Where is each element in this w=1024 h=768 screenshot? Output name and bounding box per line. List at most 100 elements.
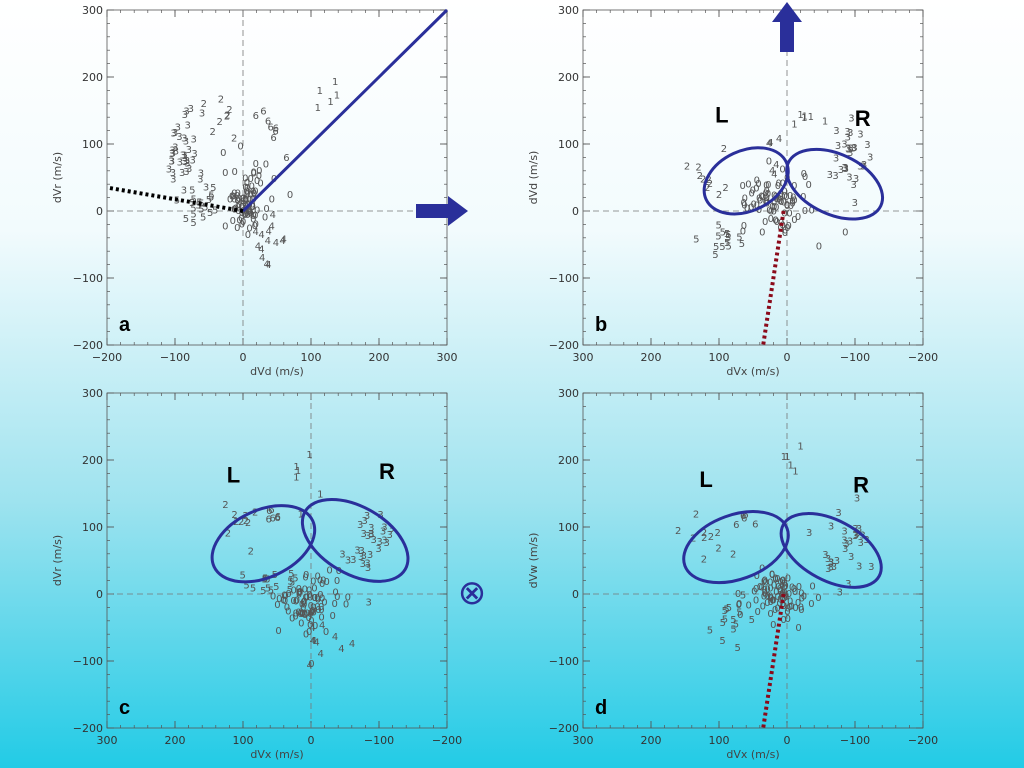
data-point: 0 [249, 182, 255, 193]
data-point: 0 [795, 598, 801, 609]
data-point: 2 [701, 533, 707, 544]
data-point: 1 [298, 509, 304, 520]
data-point: 5 [212, 206, 218, 217]
data-point: 0 [764, 196, 770, 207]
data-point: 0 [763, 197, 769, 208]
x-tick-label: 100 [709, 734, 730, 747]
data-point: 3 [186, 145, 192, 156]
data-point: 3 [381, 523, 387, 534]
data-point: 5 [190, 209, 196, 220]
data-point: 5 [722, 615, 728, 626]
data-point: 3 [199, 109, 205, 120]
data-point: 0 [770, 596, 776, 607]
data-point: 0 [303, 630, 309, 641]
data-point: 1 [802, 111, 808, 122]
data-point: 5 [289, 577, 295, 588]
data-point: 0 [289, 613, 295, 624]
data-point: 0 [765, 180, 771, 191]
data-point: 3 [182, 156, 188, 167]
data-point: 0 [244, 189, 250, 200]
data-point: 0 [761, 588, 767, 599]
data-point: 0 [308, 601, 314, 612]
y-tick-label: −200 [73, 722, 103, 735]
data-point: 5 [719, 242, 725, 253]
data-point: 1 [327, 97, 333, 108]
data-point: 0 [230, 191, 236, 202]
data-point: 5 [720, 618, 726, 629]
right-arrow-icon [416, 196, 468, 226]
data-point: 0 [762, 189, 768, 200]
data-point: 5 [243, 580, 249, 591]
ellipse-L [682, 510, 790, 585]
data-point: 3 [852, 198, 858, 209]
data-point: 0 [290, 596, 296, 607]
data-point: 3 [182, 157, 188, 168]
data-point: 3 [361, 551, 367, 562]
data-point: 3 [845, 144, 851, 155]
data-point: 3 [847, 537, 853, 548]
data-point: 0 [740, 226, 746, 237]
data-point: 0 [309, 606, 315, 617]
data-point: 0 [775, 181, 781, 192]
data-point: 1 [822, 116, 828, 127]
data-point: 3 [361, 529, 367, 540]
data-point: 0 [769, 570, 775, 581]
data-point: 0 [305, 613, 311, 624]
data-point: 0 [236, 200, 242, 211]
data-point: 0 [253, 159, 259, 170]
data-point: 0 [297, 587, 303, 598]
data-point: 5 [210, 183, 216, 194]
data-point: 0 [244, 183, 250, 194]
data-point: 4 [258, 245, 264, 256]
data-point: 3 [832, 171, 838, 182]
data-point: 0 [244, 178, 250, 189]
data-point: 4 [306, 661, 312, 672]
data-point: 0 [815, 593, 821, 604]
data-point: 0 [801, 591, 807, 602]
data-point: 0 [780, 179, 786, 190]
data-point: 1 [784, 452, 790, 463]
data-point: 0 [247, 194, 253, 205]
data-point: 0 [763, 180, 769, 191]
data-point: 0 [772, 216, 778, 227]
data-point: 3 [853, 174, 859, 185]
data-point: 0 [766, 206, 772, 217]
data-point: 0 [777, 223, 783, 234]
data-point: 5 [208, 193, 214, 204]
data-point: 5 [273, 582, 279, 593]
data-point: 5 [200, 212, 206, 223]
data-point: 0 [311, 593, 317, 604]
data-point: 0 [251, 189, 257, 200]
data-point: 0 [296, 588, 302, 599]
data-point: 0 [245, 187, 251, 198]
data-point: 0 [808, 205, 814, 216]
data-point: 0 [263, 160, 269, 171]
data-point: 0 [310, 577, 316, 588]
data-point: 0 [242, 196, 248, 207]
data-point: 0 [314, 602, 320, 613]
data-point: 0 [760, 192, 766, 203]
data-point: 0 [779, 581, 785, 592]
data-point: 0 [749, 188, 755, 199]
data-point: 2 [675, 526, 681, 537]
data-point: 0 [781, 579, 787, 590]
data-point: 0 [240, 196, 246, 207]
data-point: 0 [764, 585, 770, 596]
data-point: 0 [242, 210, 248, 221]
data-point: 4 [255, 241, 261, 252]
plot-frame [582, 9, 924, 346]
data-point: 0 [795, 623, 801, 634]
data-point: 0 [238, 202, 244, 213]
data-point: 6 [752, 520, 758, 531]
data-point: 0 [775, 582, 781, 593]
data-point: 0 [786, 208, 792, 219]
data-point: 0 [256, 171, 262, 182]
data-point: 0 [245, 206, 251, 217]
data-point: 0 [765, 591, 771, 602]
data-point: 0 [792, 587, 798, 598]
data-point: 3 [825, 554, 831, 565]
data-point: 3 [183, 167, 189, 178]
x-tick-label: 300 [573, 734, 594, 747]
data-point: 3 [188, 104, 194, 115]
data-point: 2 [243, 516, 249, 527]
